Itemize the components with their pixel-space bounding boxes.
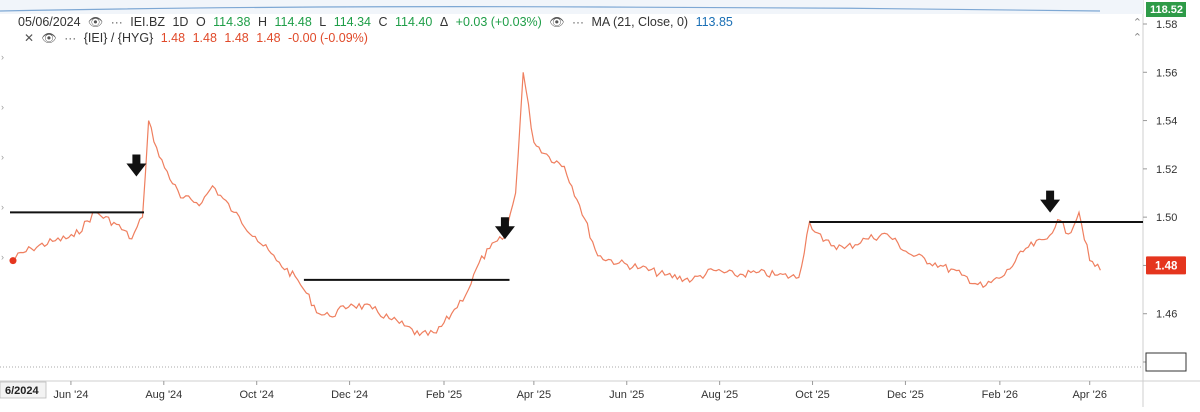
- legend-symbol: IEI.BZ: [130, 15, 165, 29]
- y-tick-label: 1.56: [1156, 67, 1177, 79]
- overlay-legend: ✕ 👁 ··· {IEI} / {HYG} 1.48 1.48 1.48 1.4…: [24, 31, 372, 45]
- bottom-price-box: [1145, 352, 1187, 372]
- overlay-high: 1.48: [192, 31, 217, 45]
- down-arrow-annotation: [1040, 190, 1061, 213]
- legend-high: 114.48: [274, 15, 312, 29]
- left-edge-arrow: ›: [1, 52, 4, 62]
- collapse-icon[interactable]: ⌃: [1132, 17, 1142, 29]
- legend-high-label: H: [257, 15, 267, 29]
- legend-low: 114.34: [333, 15, 372, 29]
- left-edge-arrow: ›: [1, 252, 4, 262]
- overlay-close: 1.48: [256, 31, 281, 45]
- more-icon[interactable]: ···: [110, 15, 123, 29]
- last-value-badge: [1146, 256, 1186, 275]
- x-tick-label: Feb '25: [426, 389, 462, 401]
- x-tick-label: Aug '24: [145, 389, 182, 401]
- overview-line: [0, 6, 1101, 12]
- series-start-marker: [9, 257, 17, 265]
- x-tick-label: Feb '26: [982, 389, 1018, 401]
- eye-icon[interactable]: 👁: [549, 15, 565, 29]
- legend-interval: 1D: [172, 15, 189, 29]
- ma-label: MA (21, Close, 0): [591, 15, 689, 29]
- legend-low-label: L: [319, 15, 327, 29]
- legend-open: 114.38: [213, 15, 251, 29]
- x-tick-label: Apr '25: [517, 389, 552, 401]
- legend-change: +0.03 (+0.03%): [455, 15, 542, 29]
- y-tick-label: 1.58: [1156, 19, 1177, 31]
- collapse-icon[interactable]: ⌃: [1132, 32, 1142, 44]
- y-tick-label: 1.52: [1156, 164, 1177, 176]
- overlay-label: {IEI} / {HYG}: [83, 31, 154, 45]
- eye-icon[interactable]: 👁: [41, 31, 57, 45]
- more-icon[interactable]: ···: [572, 15, 585, 29]
- eye-icon[interactable]: 👁: [88, 15, 104, 29]
- x-tick-label: Oct '24: [239, 389, 274, 401]
- plot-background: [0, 0, 1143, 378]
- y-tick-label: 1.54: [1156, 116, 1177, 128]
- overlay-open: 1.48: [160, 31, 186, 45]
- down-arrow-annotation: [126, 154, 147, 177]
- overlay-change: -0.00 (-0.09%): [288, 31, 368, 45]
- down-arrow-annotation: [494, 217, 515, 240]
- close-icon[interactable]: ✕: [24, 31, 35, 45]
- left-edge-arrow: ›: [1, 102, 4, 112]
- x-tick-label: Dec '25: [887, 389, 924, 401]
- legend-close-label: C: [378, 15, 388, 29]
- left-edge-arrow: ›: [1, 152, 4, 162]
- legend-open-label: O: [195, 15, 206, 29]
- main-legend: 05/06/2024 👁 ··· IEI.BZ 1D O 114.38 H 11…: [18, 15, 737, 29]
- date-cursor-label: 6/2024: [5, 385, 40, 397]
- legend-close: 114.40: [395, 15, 433, 29]
- x-tick-label: Dec '24: [331, 389, 368, 401]
- ma-value: 113.85: [695, 15, 733, 29]
- last-value-label: 1.48: [1155, 260, 1178, 272]
- legend-date: 05/06/2024: [18, 15, 81, 29]
- y-tick-label: 1.50: [1156, 212, 1177, 224]
- y-tick-label: 1.46: [1156, 309, 1177, 321]
- x-tick-label: Oct '25: [795, 389, 830, 401]
- overlay-low: 1.48: [224, 31, 249, 45]
- top-price-label: 118.52: [1150, 4, 1183, 16]
- date-cursor-box: [0, 381, 47, 399]
- more-icon[interactable]: ···: [64, 31, 77, 45]
- x-tick-label: Jun '25: [609, 389, 644, 401]
- top-price-badge: [1146, 2, 1186, 17]
- left-edge-arrow: ›: [1, 202, 4, 212]
- x-tick-label: Apr '26: [1072, 389, 1107, 401]
- x-tick-label: Aug '25: [701, 389, 738, 401]
- legend-change-label: Δ: [439, 15, 449, 29]
- ratio-series-line: [9, 72, 1101, 337]
- x-tick-label: Jun '24: [53, 389, 88, 401]
